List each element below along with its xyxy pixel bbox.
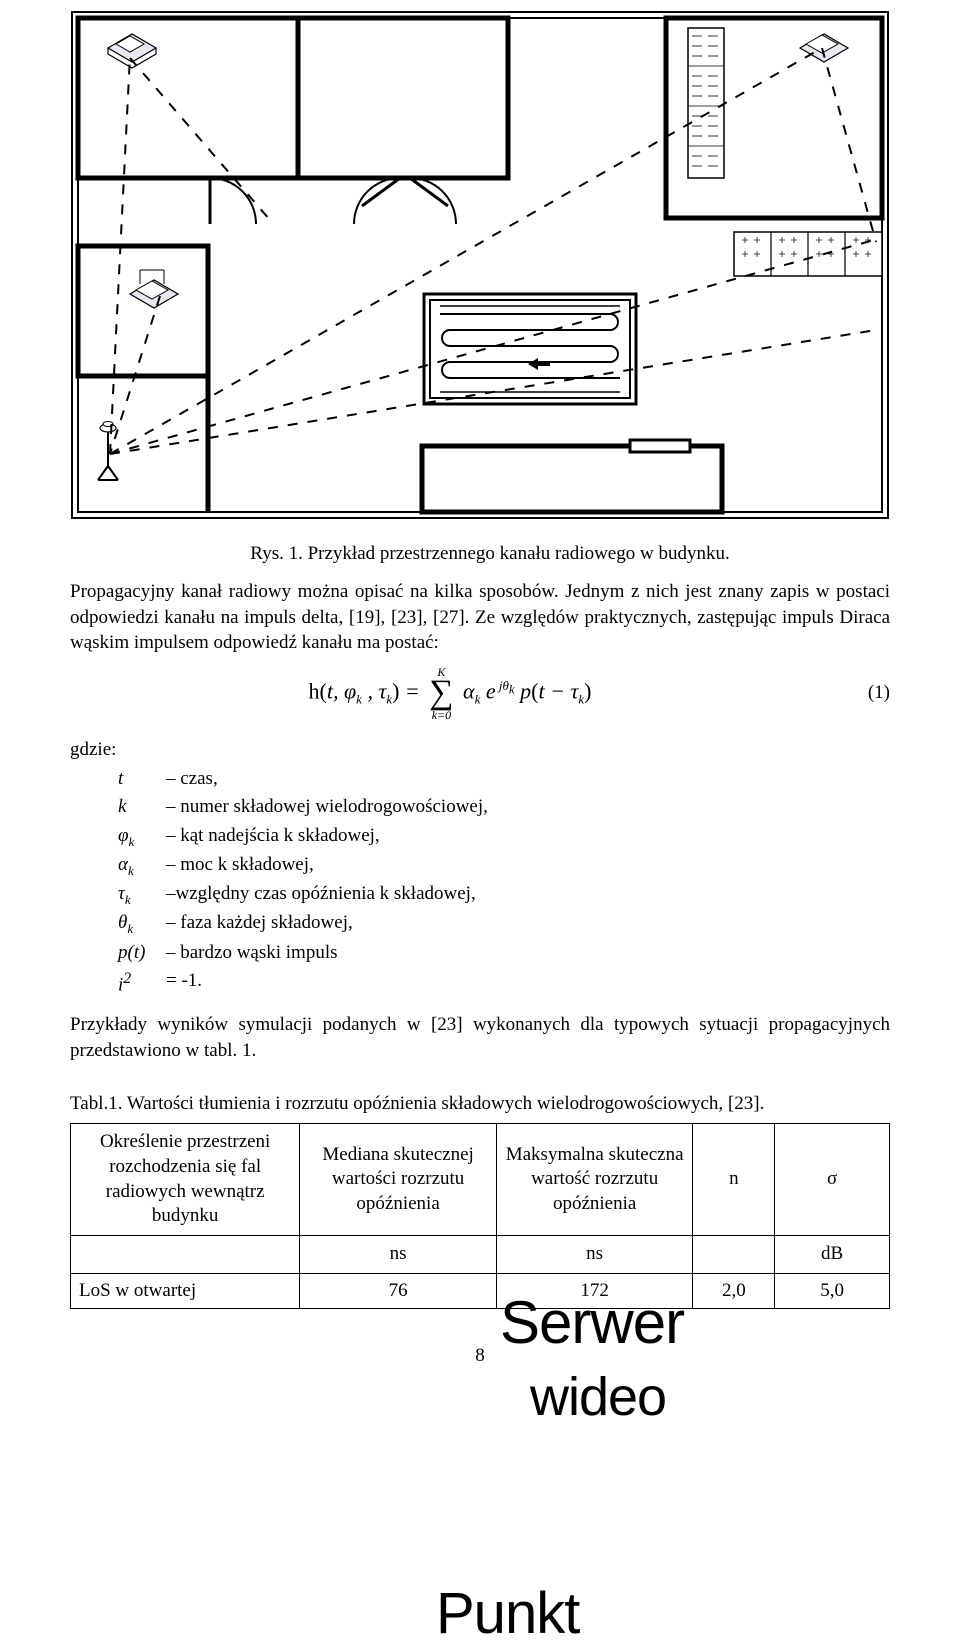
- table-head: Określenie przestrzeni rozchodzenia się …: [71, 1124, 890, 1273]
- th-sigma: σ: [775, 1124, 890, 1236]
- cell: 76: [300, 1273, 497, 1308]
- where-row: p(t)– bardzo wąski impuls: [118, 939, 890, 968]
- where-row: i2= -1.: [118, 967, 890, 1000]
- unit-3: [693, 1236, 775, 1274]
- where-symbol: τk: [118, 880, 166, 909]
- where-symbol: p(t): [118, 939, 166, 968]
- figure-caption: Rys. 1. Przykład przestrzennego kanału r…: [210, 543, 770, 565]
- where-desc: – kąt nadejścia k składowej,: [166, 822, 890, 851]
- figure-floorplan: [70, 10, 890, 525]
- where-desc: = -1.: [166, 967, 890, 1000]
- where-symbol: αk: [118, 851, 166, 880]
- where-desc: – czas,: [166, 765, 890, 794]
- where-row: θk– faza każdej składowej,: [118, 909, 890, 938]
- th-space: Określenie przestrzeni rozchodzenia się …: [71, 1124, 300, 1236]
- overlay-punkt: Punkt: [436, 1580, 579, 1647]
- where-label: gdzie:: [70, 739, 890, 761]
- table-caption: Tabl.1. Wartości tłumienia i rozrzutu op…: [70, 1093, 890, 1115]
- where-symbol: θk: [118, 909, 166, 938]
- cell: 5,0: [775, 1273, 890, 1308]
- where-list: t– czas,k– numer składowej wielodrogowoś…: [118, 765, 890, 1001]
- page-number: 8: [70, 1345, 890, 1367]
- where-desc: –względny czas opóźnienia k składowej,: [166, 880, 890, 909]
- where-row: τk–względny czas opóźnienia k składowej,: [118, 880, 890, 909]
- equation-1: h(t, φk , τk) = K ∑ k=0 αk e jθk p(t − τ…: [70, 666, 890, 721]
- unit-4: dB: [775, 1236, 890, 1274]
- where-row: k– numer składowej wielodrogowościowej,: [118, 793, 890, 822]
- equation-number: (1): [830, 682, 890, 704]
- paragraph-2: Przykłady wyników symulacji podanych w […: [70, 1012, 890, 1063]
- overlay-serwer: Serwer: [500, 1288, 684, 1357]
- where-symbol: k: [118, 793, 166, 822]
- th-median: Mediana skutecznej wartości rozrzutu opó…: [300, 1124, 497, 1236]
- paragraph-1: Propagacyjny kanał radiowy można opisać …: [70, 579, 890, 656]
- where-row: t– czas,: [118, 765, 890, 794]
- delay-table: Określenie przestrzeni rozchodzenia się …: [70, 1123, 890, 1308]
- where-desc: – moc k składowej,: [166, 851, 890, 880]
- table-body: LoS w otwartej 76 172 2,0 5,0: [71, 1273, 890, 1308]
- where-desc: – bardzo wąski impuls: [166, 939, 890, 968]
- cell: 2,0: [693, 1273, 775, 1308]
- unit-2: ns: [496, 1236, 693, 1274]
- unit-1: ns: [300, 1236, 497, 1274]
- where-row: αk– moc k składowej,: [118, 851, 890, 880]
- where-symbol: φk: [118, 822, 166, 851]
- unit-0: [71, 1236, 300, 1274]
- where-desc: – numer składowej wielodrogowościowej,: [166, 793, 890, 822]
- where-row: φk– kąt nadejścia k składowej,: [118, 822, 890, 851]
- where-symbol: i2: [118, 967, 166, 1000]
- cell: LoS w otwartej: [71, 1273, 300, 1308]
- where-desc: – faza każdej składowej,: [166, 909, 890, 938]
- equation-body: h(t, φk , τk) = K ∑ k=0 αk e jθk p(t − τ…: [70, 666, 830, 721]
- overlay-wideo: wideo: [530, 1366, 666, 1428]
- table-row: LoS w otwartej 76 172 2,0 5,0: [71, 1273, 890, 1308]
- where-symbol: t: [118, 765, 166, 794]
- th-n: n: [693, 1124, 775, 1236]
- th-max: Maksymalna skuteczna wartość rozrzutu op…: [496, 1124, 693, 1236]
- floorplan-svg: [70, 10, 890, 520]
